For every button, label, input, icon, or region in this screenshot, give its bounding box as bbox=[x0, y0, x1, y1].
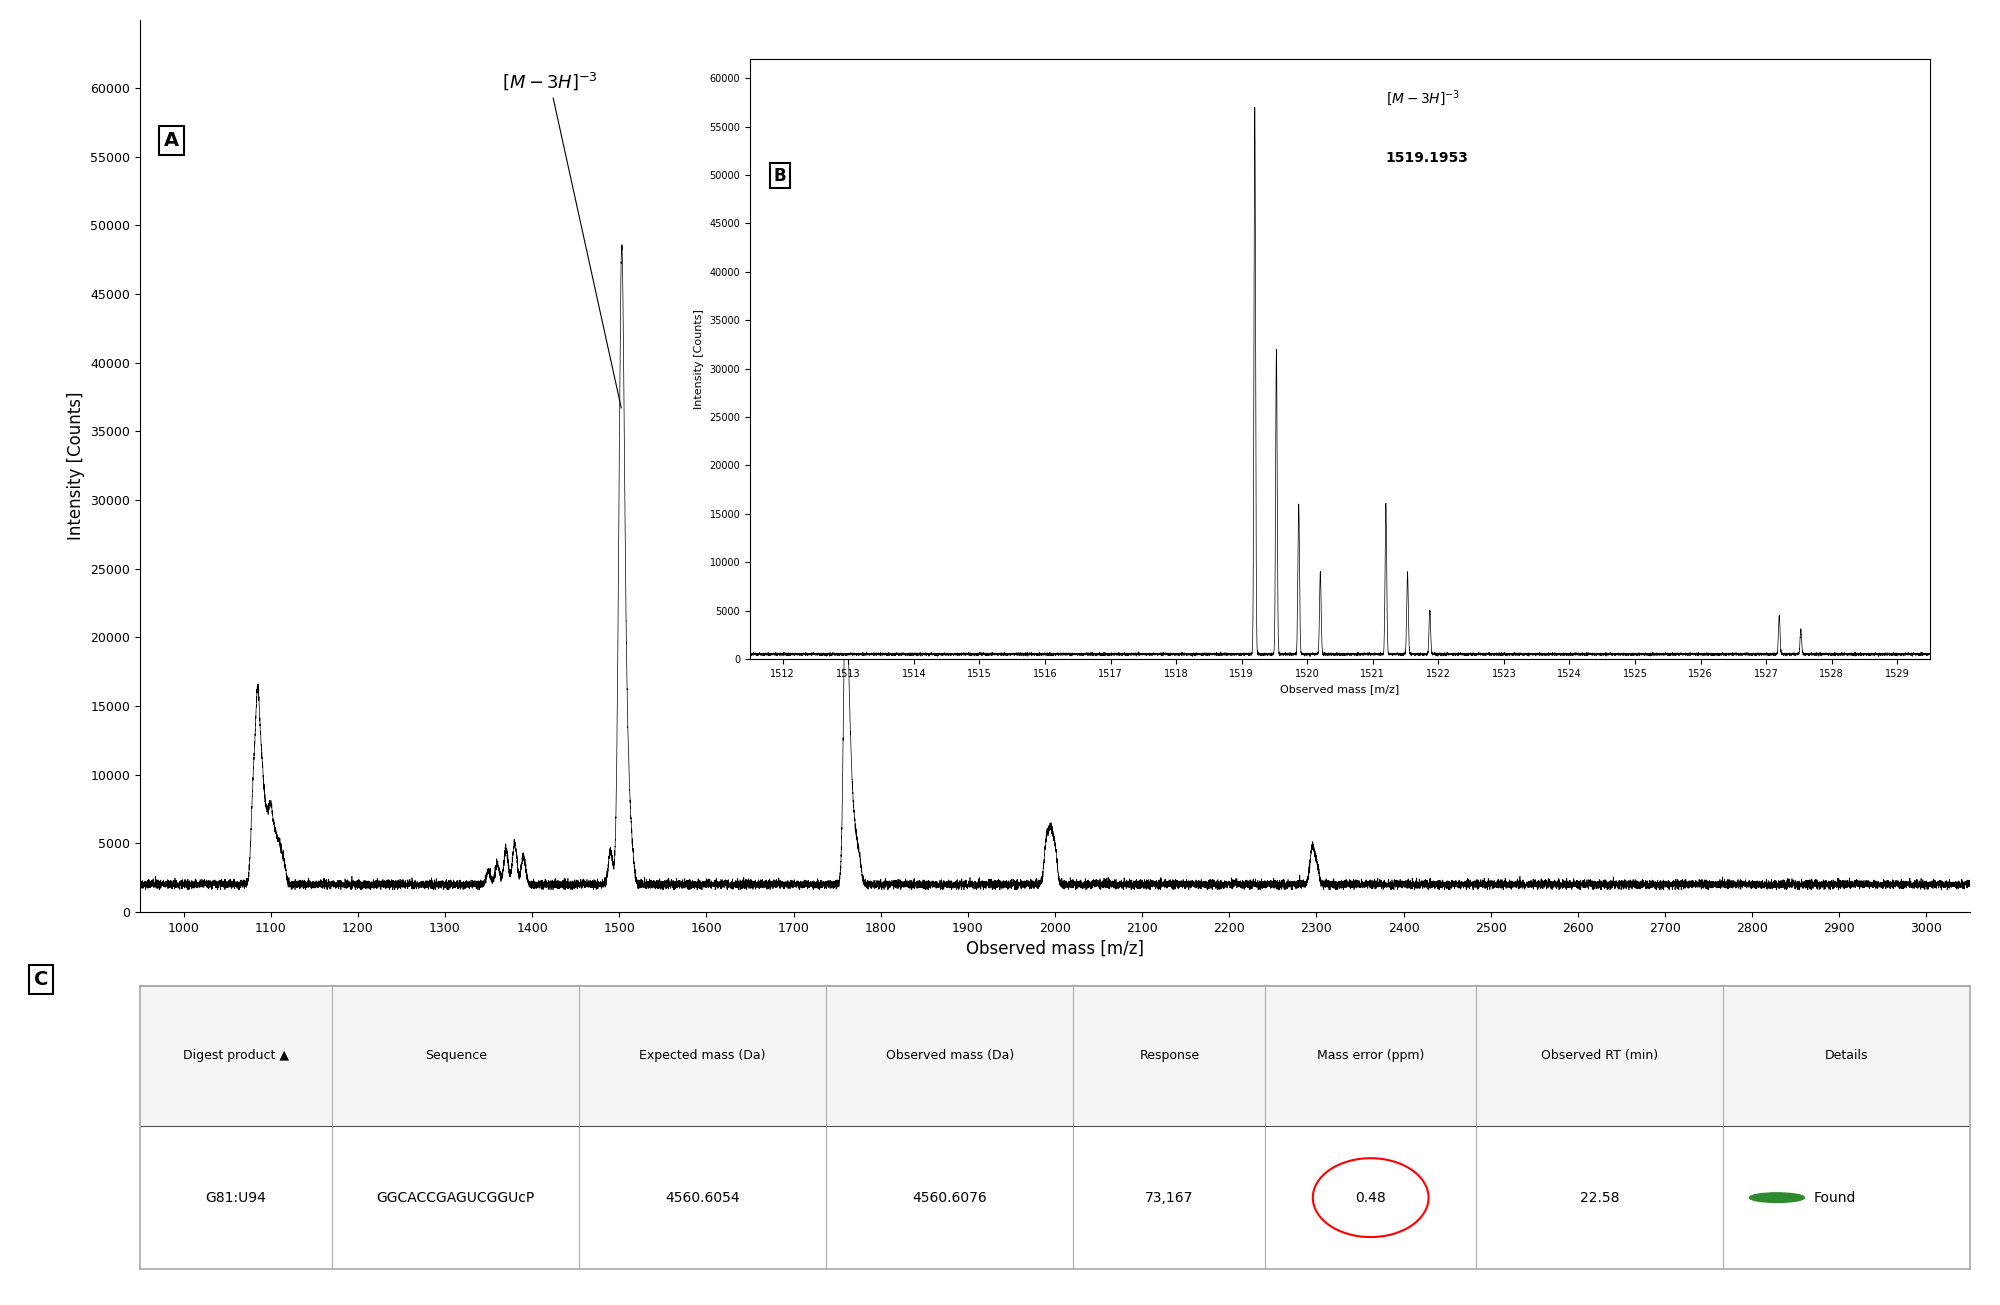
X-axis label: Observed mass [m/z]: Observed mass [m/z] bbox=[1280, 684, 1400, 694]
Text: 73,167: 73,167 bbox=[1146, 1190, 1194, 1205]
Text: Sequence: Sequence bbox=[424, 1049, 486, 1062]
Text: $[M-2H]^{-2}$: $[M-2H]^{-2}$ bbox=[1264, 492, 1360, 514]
Text: Digest product ▲: Digest product ▲ bbox=[184, 1049, 290, 1062]
Text: 4560.6054: 4560.6054 bbox=[666, 1190, 740, 1205]
Text: 22.58: 22.58 bbox=[1580, 1190, 1620, 1205]
Text: 0.48: 0.48 bbox=[1356, 1190, 1386, 1205]
Text: Details: Details bbox=[1824, 1049, 1868, 1062]
Text: A: A bbox=[164, 130, 178, 150]
Y-axis label: Intensity [Counts]: Intensity [Counts] bbox=[694, 309, 704, 408]
Text: $[M-3H]^{-3}$: $[M-3H]^{-3}$ bbox=[502, 70, 622, 408]
Text: Response: Response bbox=[1140, 1049, 1200, 1062]
Bar bbox=[140, 985, 1970, 1126]
Text: 4560.6076: 4560.6076 bbox=[912, 1190, 988, 1205]
Circle shape bbox=[1750, 1193, 1804, 1202]
Text: G81:U94: G81:U94 bbox=[206, 1190, 266, 1205]
Text: Expected mass (Da): Expected mass (Da) bbox=[640, 1049, 766, 1062]
Text: Observed mass (Da): Observed mass (Da) bbox=[886, 1049, 1014, 1062]
Text: B: B bbox=[774, 167, 786, 185]
Y-axis label: Intensity [Counts]: Intensity [Counts] bbox=[66, 392, 84, 540]
Text: Found: Found bbox=[1814, 1190, 1856, 1205]
Text: $[M-3H]^{-3}$: $[M-3H]^{-3}$ bbox=[1386, 87, 1460, 107]
Text: GGCACCGAGUCGGUcP: GGCACCGAGUCGGUcP bbox=[376, 1190, 534, 1205]
Text: Mass error (ppm): Mass error (ppm) bbox=[1316, 1049, 1424, 1062]
Text: C: C bbox=[34, 970, 48, 989]
Text: Observed RT (min): Observed RT (min) bbox=[1540, 1049, 1658, 1062]
Text: 1519.1953: 1519.1953 bbox=[1386, 150, 1468, 164]
X-axis label: Observed mass [m/z]: Observed mass [m/z] bbox=[966, 940, 1144, 958]
